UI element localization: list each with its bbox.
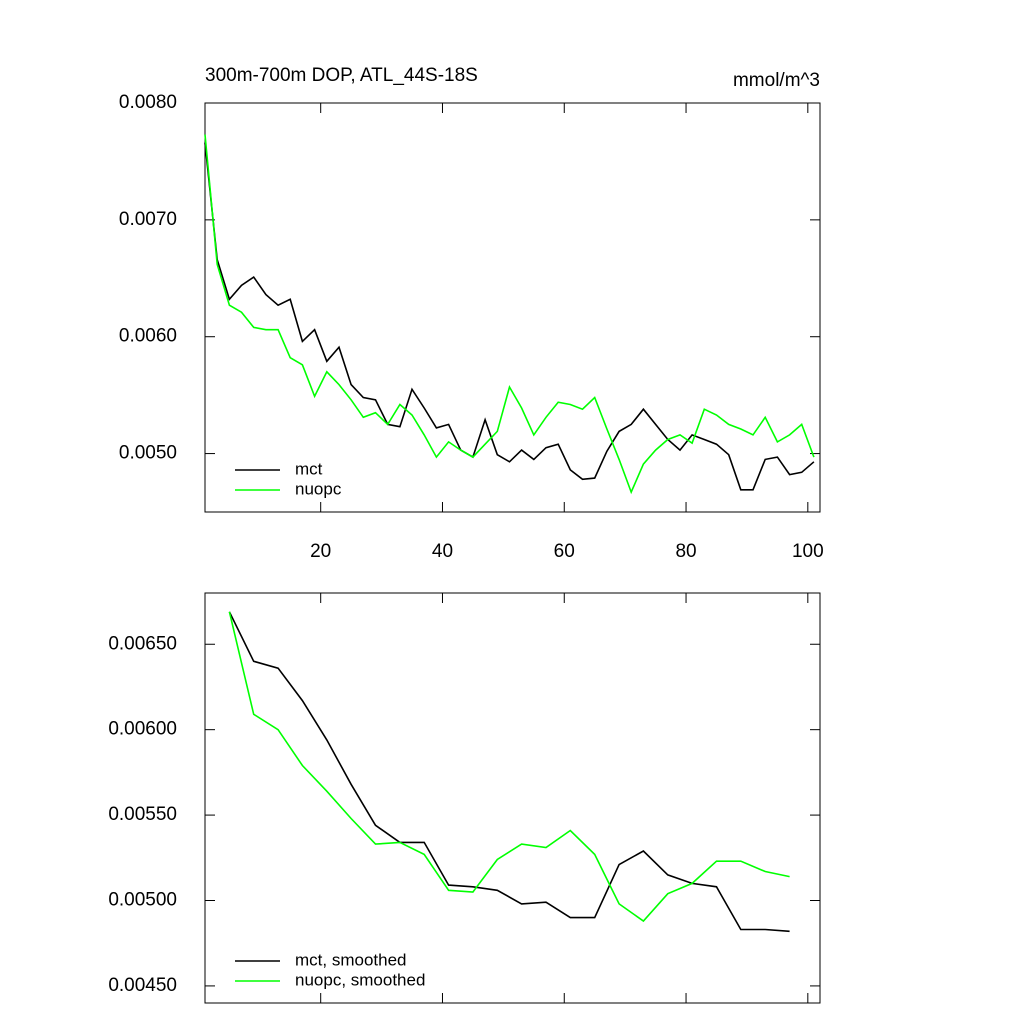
y-tick-label: 0.0080 [119, 92, 177, 113]
data-line [204, 142, 815, 491]
y-tick-label: 0.00550 [108, 804, 177, 825]
data-line [228, 611, 790, 923]
data-line [204, 134, 815, 495]
x-tick-label: 20 [310, 541, 331, 562]
data-line [228, 611, 790, 933]
plot-frame [204, 592, 821, 1004]
chart-title: 300m-700m DOP, ATL_44S-18S [205, 65, 478, 86]
x-tick-label: 80 [675, 541, 696, 562]
legend-label: mct, smoothed [295, 950, 407, 969]
x-tick-label: 40 [432, 541, 453, 562]
y-tick-label: 0.00500 [108, 890, 177, 911]
plot-frame [204, 102, 821, 513]
y-tick-label: 0.0060 [119, 326, 177, 347]
x-tick-label: 100 [792, 541, 824, 562]
legend-label: nuopc [295, 479, 342, 498]
y-tick-label: 0.00600 [108, 719, 177, 740]
y-tick-label: 0.0070 [119, 209, 177, 230]
legend-label: mct [295, 459, 323, 478]
x-tick-label: 60 [554, 541, 575, 562]
y-tick-label: 0.0050 [119, 443, 177, 464]
units-label: mmol/m^3 [733, 70, 820, 91]
y-tick-label: 0.00650 [108, 633, 177, 654]
y-tick-label: 0.00450 [108, 975, 177, 996]
legend-label: nuopc, smoothed [295, 970, 425, 989]
